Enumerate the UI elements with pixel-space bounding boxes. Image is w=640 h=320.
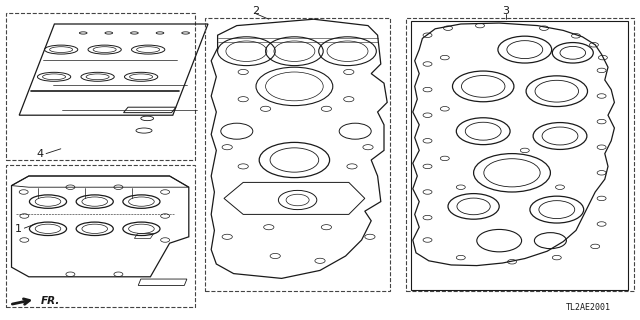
Bar	[411, 21, 628, 290]
Text: 3: 3	[502, 6, 509, 16]
Bar	[205, 18, 390, 291]
Bar	[406, 18, 634, 291]
Bar	[6, 13, 195, 160]
Text: TL2AE2001: TL2AE2001	[566, 303, 611, 312]
Text: FR.: FR.	[40, 296, 60, 307]
Text: 4: 4	[36, 149, 44, 159]
Text: 2: 2	[252, 6, 260, 16]
Bar	[6, 165, 195, 307]
Text: 1: 1	[15, 224, 21, 234]
